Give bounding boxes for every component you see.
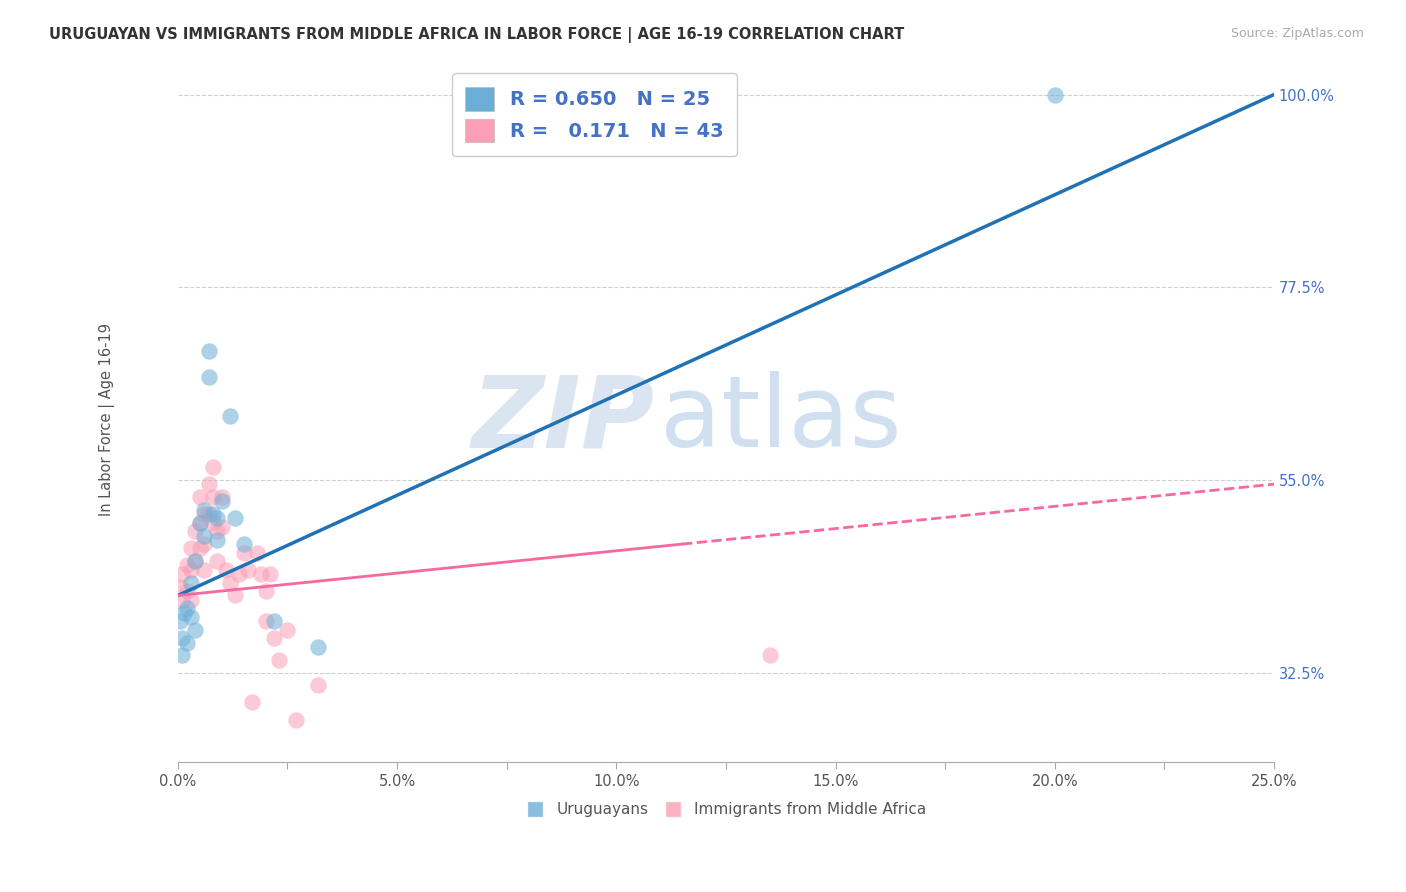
Point xyxy=(232,546,254,560)
Point xyxy=(242,696,264,710)
Y-axis label: In Labor Force | Age 16-19: In Labor Force | Age 16-19 xyxy=(100,324,115,516)
Point xyxy=(193,503,215,517)
Point xyxy=(201,460,224,475)
Text: ZIP: ZIP xyxy=(471,371,655,468)
Point xyxy=(250,567,273,582)
Point xyxy=(180,575,202,590)
Point xyxy=(197,370,219,384)
Point xyxy=(193,537,215,551)
Point xyxy=(307,640,329,654)
Point xyxy=(184,623,207,637)
Point xyxy=(211,520,233,534)
Point xyxy=(215,563,238,577)
Point xyxy=(207,511,229,525)
Point xyxy=(197,344,219,359)
Point xyxy=(197,507,219,521)
Point xyxy=(188,516,211,530)
Point xyxy=(232,537,254,551)
Point xyxy=(180,541,202,556)
Point xyxy=(211,494,233,508)
Text: URUGUAYAN VS IMMIGRANTS FROM MIDDLE AFRICA IN LABOR FORCE | AGE 16-19 CORRELATIO: URUGUAYAN VS IMMIGRANTS FROM MIDDLE AFRI… xyxy=(49,27,904,43)
Point xyxy=(207,533,229,547)
Point xyxy=(759,648,782,663)
Point xyxy=(176,584,198,599)
Point xyxy=(201,516,224,530)
Point xyxy=(172,648,194,663)
Point xyxy=(180,592,202,607)
Point xyxy=(246,546,269,560)
Point xyxy=(228,567,250,582)
Point xyxy=(180,563,202,577)
Point xyxy=(263,632,285,646)
Point xyxy=(267,653,290,667)
Text: atlas: atlas xyxy=(661,371,901,468)
Point xyxy=(184,554,207,568)
Point xyxy=(224,511,246,525)
Point xyxy=(180,610,202,624)
Point xyxy=(207,554,229,568)
Point xyxy=(172,567,194,582)
Point xyxy=(259,567,281,582)
Point xyxy=(188,541,211,556)
Point xyxy=(169,614,191,628)
Point xyxy=(176,558,198,573)
Point xyxy=(169,580,191,594)
Point xyxy=(285,713,308,727)
Point xyxy=(263,614,285,628)
Point xyxy=(219,575,242,590)
Point xyxy=(201,507,224,521)
Point xyxy=(188,516,211,530)
Point xyxy=(184,524,207,539)
Point xyxy=(224,589,246,603)
Text: Source: ZipAtlas.com: Source: ZipAtlas.com xyxy=(1230,27,1364,40)
Point xyxy=(219,409,242,423)
Point xyxy=(193,528,215,542)
Point xyxy=(193,563,215,577)
Point xyxy=(1043,87,1066,102)
Point xyxy=(201,490,224,504)
Point xyxy=(207,524,229,539)
Point xyxy=(211,490,233,504)
Point xyxy=(188,490,211,504)
Point xyxy=(193,507,215,521)
Point xyxy=(197,477,219,491)
Point xyxy=(254,614,277,628)
Point xyxy=(184,554,207,568)
Legend: Uruguayans, Immigrants from Middle Africa: Uruguayans, Immigrants from Middle Afric… xyxy=(519,796,932,823)
Point xyxy=(254,584,277,599)
Point xyxy=(276,623,298,637)
Point xyxy=(307,678,329,692)
Point xyxy=(236,563,259,577)
Point xyxy=(172,592,194,607)
Point xyxy=(173,606,195,620)
Point xyxy=(176,601,198,615)
Point xyxy=(172,632,194,646)
Point xyxy=(176,635,198,649)
